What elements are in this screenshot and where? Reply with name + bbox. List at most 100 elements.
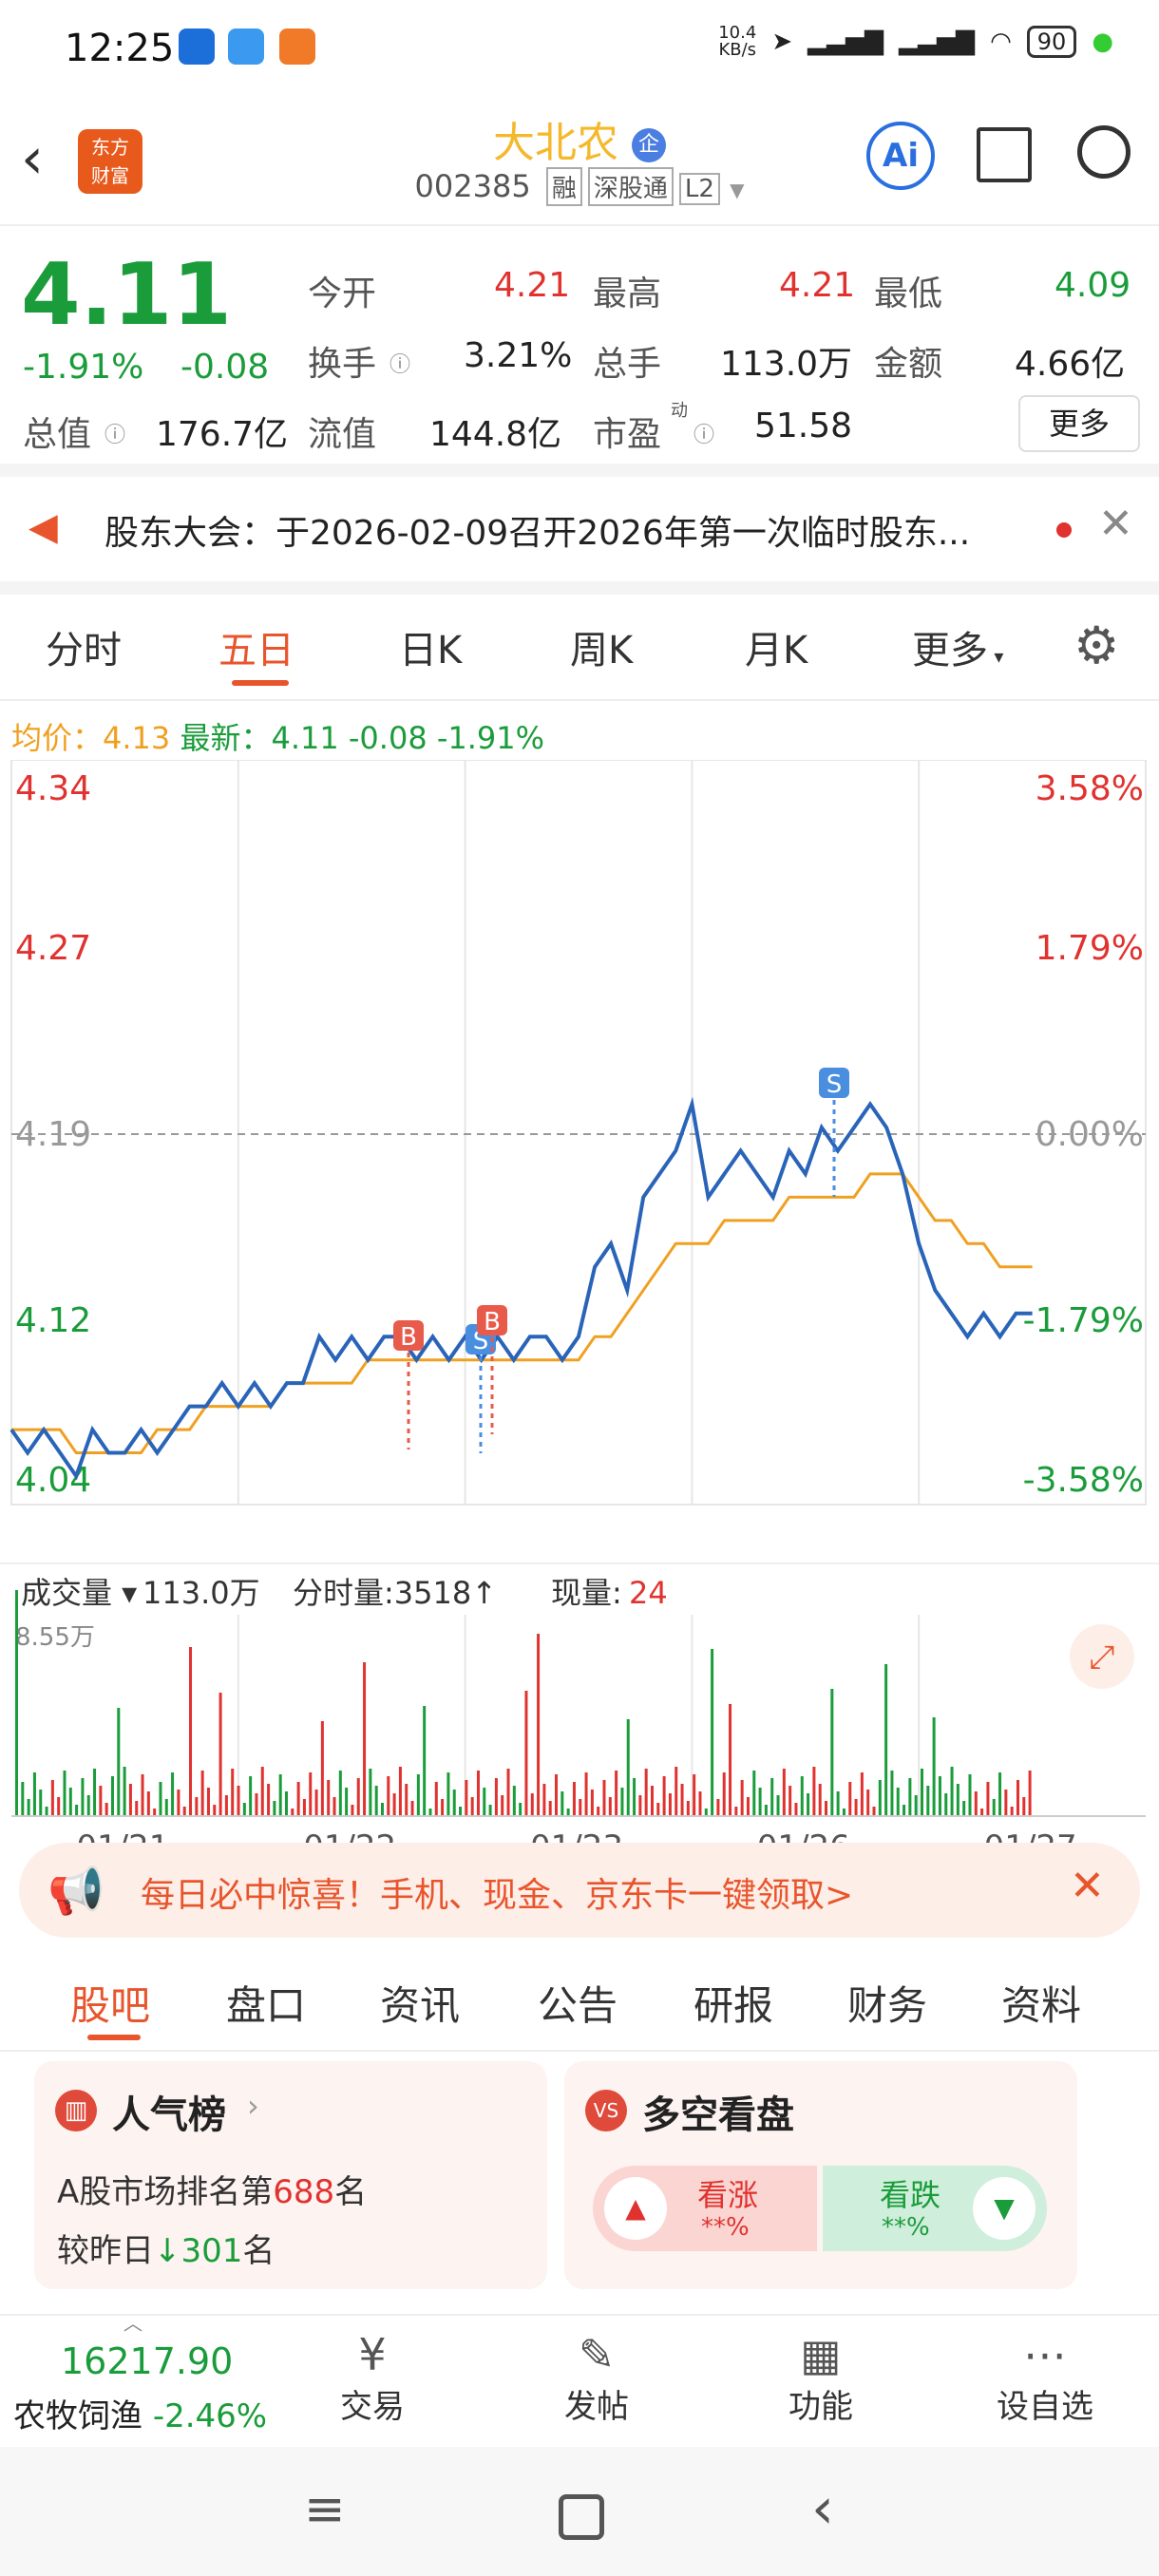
- settings-gear-icon[interactable]: ⚙: [1074, 616, 1120, 675]
- volume-bar: [854, 1799, 858, 1816]
- tab-five-day[interactable]: 五日: [218, 629, 294, 672]
- close-icon[interactable]: ✕: [1070, 1862, 1105, 1910]
- notice-text: 股东大会：于2026-02-09召开2026年第一次临时股东...: [104, 514, 971, 553]
- tab-profile[interactable]: 资料: [1001, 1982, 1082, 2029]
- pe-value: 51.58: [754, 407, 853, 445]
- bull-label: 看涨: [697, 2177, 759, 2213]
- tag-l2: L2: [678, 173, 720, 205]
- pct-tick-label: 1.79%: [1036, 929, 1144, 968]
- signal-icon: ▂▃▅▇: [808, 28, 884, 56]
- index-quote[interactable]: ︿ 16217.90 农牧饲渔 -2.46%: [10, 2312, 276, 2449]
- bear-button[interactable]: 看跌 **% ▼: [823, 2166, 1047, 2251]
- volume-bar: [296, 1782, 300, 1816]
- tab-announcements[interactable]: 公告: [538, 1982, 618, 2029]
- chart-period-tabs: 分时 五日 日K 周K 月K 更多 ▾ ⚙: [0, 595, 1159, 701]
- volume-bar: [501, 1795, 504, 1816]
- index-change: -2.46%: [152, 2397, 268, 2435]
- volume-bar: [218, 1693, 222, 1816]
- volume-bar: [782, 1769, 786, 1816]
- y-tick-label: 4.12: [15, 1301, 91, 1340]
- info-icon[interactable]: ⓘ: [694, 424, 715, 447]
- volume-bar: [638, 1795, 642, 1816]
- tab-guba[interactable]: 股吧: [70, 1982, 151, 2029]
- expand-icon-glyph: ⤢: [1089, 1638, 1114, 1676]
- popularity-card[interactable]: ▥ 人气榜 › A股市场排名第688名 较昨日↓301名: [34, 2061, 547, 2289]
- share-icon[interactable]: [977, 127, 1032, 182]
- post-button[interactable]: ✎ 发帖: [521, 2329, 673, 2427]
- home-icon[interactable]: [559, 2494, 604, 2540]
- tab-intraday[interactable]: 分时: [46, 629, 122, 672]
- price-chart[interactable]: 4.34 3.58%4.27 1.79%4.19 0.00%4.12 -1.79%4.0…: [0, 760, 1159, 1919]
- tab-weekly-k[interactable]: 周K: [570, 629, 634, 672]
- close-icon[interactable]: ✕: [1098, 500, 1133, 548]
- banner-text: 每日必中惊喜！手机、现金、京东卡一键领取>: [141, 1876, 854, 1915]
- menu-icon[interactable]: ≡: [304, 2481, 346, 2538]
- latest-label: 最新：: [180, 720, 272, 756]
- chevron-up-icon: ︿: [124, 2312, 142, 2335]
- volume-bar: [488, 1805, 492, 1816]
- volume-bar: [506, 1769, 510, 1816]
- tab-order-book[interactable]: 盘口: [226, 1982, 307, 2029]
- grid-icon: ▦: [800, 2329, 842, 2380]
- functions-button[interactable]: ▦ 功能: [745, 2329, 897, 2427]
- search-icon[interactable]: [1077, 125, 1130, 179]
- volume-bar: [434, 1782, 438, 1816]
- volume-bar: [398, 1767, 402, 1816]
- volume-bar: [866, 1790, 870, 1816]
- sentiment-card[interactable]: VS 多空看盘 ▲ 看涨 **% 看跌 **% ▼: [564, 2061, 1077, 2289]
- open-label: 今开: [308, 275, 377, 313]
- volume-bar: [63, 1771, 66, 1816]
- tab-daily-k[interactable]: 日K: [399, 629, 463, 672]
- volume-bar: [494, 1778, 498, 1816]
- ai-button[interactable]: Ai: [866, 122, 935, 190]
- volume-bar: [974, 1791, 978, 1816]
- volume-bar: [338, 1771, 342, 1816]
- rank-value: 688: [273, 2173, 335, 2211]
- volume-bar: [830, 1689, 834, 1816]
- volume-bar: [788, 1786, 792, 1816]
- volume-bar: [722, 1772, 726, 1816]
- tab-research[interactable]: 研报: [694, 1982, 774, 2029]
- volume-bar: [770, 1778, 774, 1816]
- pct-tick-label: -1.79%: [1023, 1301, 1144, 1340]
- volume-bar: [620, 1788, 624, 1816]
- info-icon[interactable]: ⓘ: [390, 353, 411, 377]
- volume-bar: [146, 1791, 150, 1816]
- volume-bar: [110, 1776, 114, 1816]
- stock-code-row[interactable]: 002385 融深股通 L2 ▼: [414, 167, 745, 206]
- volume-bar: [986, 1782, 990, 1816]
- chart-frame: [10, 760, 1147, 1506]
- tab-more[interactable]: 更多 ▾: [912, 629, 1004, 672]
- add-watchlist-button[interactable]: ⋯ 设自选: [969, 2329, 1121, 2427]
- volume-bar: [345, 1788, 349, 1816]
- volume-bar: [441, 1799, 445, 1816]
- promo-banner[interactable]: 📢 每日必中惊喜！手机、现金、京东卡一键领取> ✕: [19, 1843, 1140, 1938]
- sentiment-title: 多空看盘: [642, 2093, 794, 2137]
- volume-bar: [242, 1803, 246, 1816]
- tab-news[interactable]: 资讯: [380, 1982, 461, 2029]
- info-icon[interactable]: ⓘ: [104, 424, 126, 447]
- volume-bar: [320, 1721, 324, 1816]
- tab-financials[interactable]: 财务: [847, 1982, 928, 2029]
- volume-bar: [794, 1803, 798, 1816]
- volume-bar: [200, 1771, 204, 1816]
- back-icon[interactable]: ‹: [21, 125, 44, 192]
- bull-button[interactable]: ▲ 看涨 **%: [593, 2166, 817, 2251]
- volume-bar: [584, 1772, 588, 1816]
- more-button[interactable]: 更多: [1018, 395, 1140, 452]
- tab-monthly-k[interactable]: 月K: [745, 629, 808, 672]
- trade-button[interactable]: ¥ 交易: [296, 2329, 448, 2427]
- volume-bar: [608, 1797, 612, 1816]
- price-line: [10, 1096, 1033, 1481]
- volume-bar: [153, 1809, 157, 1816]
- popularity-title: 人气榜: [112, 2093, 226, 2137]
- volume-bar: [387, 1776, 390, 1816]
- app-logo[interactable]: 东方 财富: [78, 129, 142, 194]
- pct-tick-label: 3.58%: [1036, 769, 1144, 808]
- trade-marker-label: S: [826, 1070, 843, 1099]
- notice-bar[interactable]: ◀ 股东大会：于2026-02-09召开2026年第一次临时股东... ✕: [0, 477, 1159, 595]
- back-nav-icon[interactable]: ‹: [811, 2475, 834, 2542]
- volume-bar: [914, 1795, 918, 1816]
- volume-bar: [483, 1788, 486, 1816]
- chart-bars-icon: ▥: [55, 2090, 97, 2131]
